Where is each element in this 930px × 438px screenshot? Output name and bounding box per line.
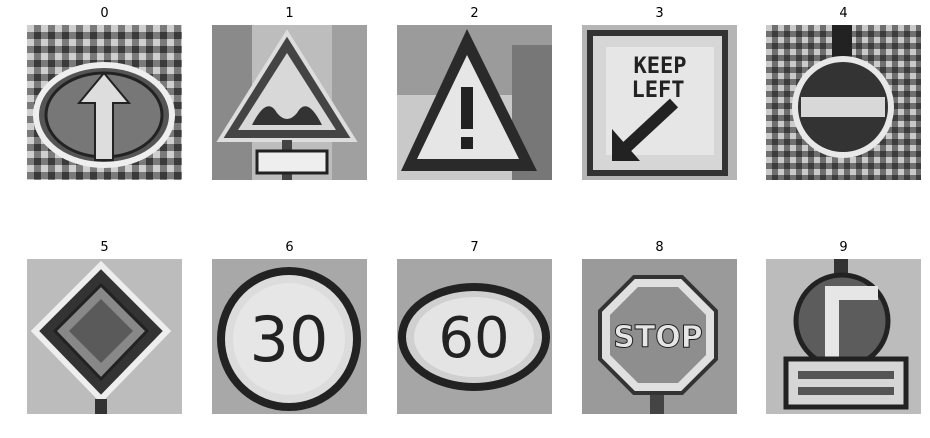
panel-8-image: STOP — [582, 259, 737, 414]
panel-0-title: 0 — [100, 6, 109, 21]
svg-text:KEEP: KEEP — [634, 54, 687, 79]
svg-text:LEFT: LEFT — [632, 78, 685, 103]
panel-8-title: 8 — [655, 240, 664, 255]
panel-1-image — [212, 25, 367, 180]
panel-3-image: KEEP LEFT — [582, 25, 737, 180]
panel-7-image: 60 — [397, 259, 552, 414]
panel-9-title: 9 — [839, 240, 848, 255]
panel-5-image — [27, 259, 182, 414]
panel-5-title: 5 — [100, 240, 109, 255]
panel-3-title: 3 — [655, 6, 664, 21]
svg-text:STOP: STOP — [613, 320, 703, 355]
panel-0-image — [27, 25, 182, 180]
panel-7-title: 7 — [470, 240, 479, 255]
svg-text:30: 30 — [250, 303, 329, 376]
panel-2-title: 2 — [470, 6, 479, 21]
panel-9-image — [766, 259, 921, 414]
panel-6-image: 30 — [212, 259, 367, 414]
panel-4-image — [766, 25, 921, 180]
panel-1-title: 1 — [285, 6, 294, 21]
panel-4-title: 4 — [839, 6, 848, 21]
panel-6-title: 6 — [285, 240, 294, 255]
svg-text:60: 60 — [438, 306, 509, 371]
panel-2-image — [397, 25, 552, 180]
